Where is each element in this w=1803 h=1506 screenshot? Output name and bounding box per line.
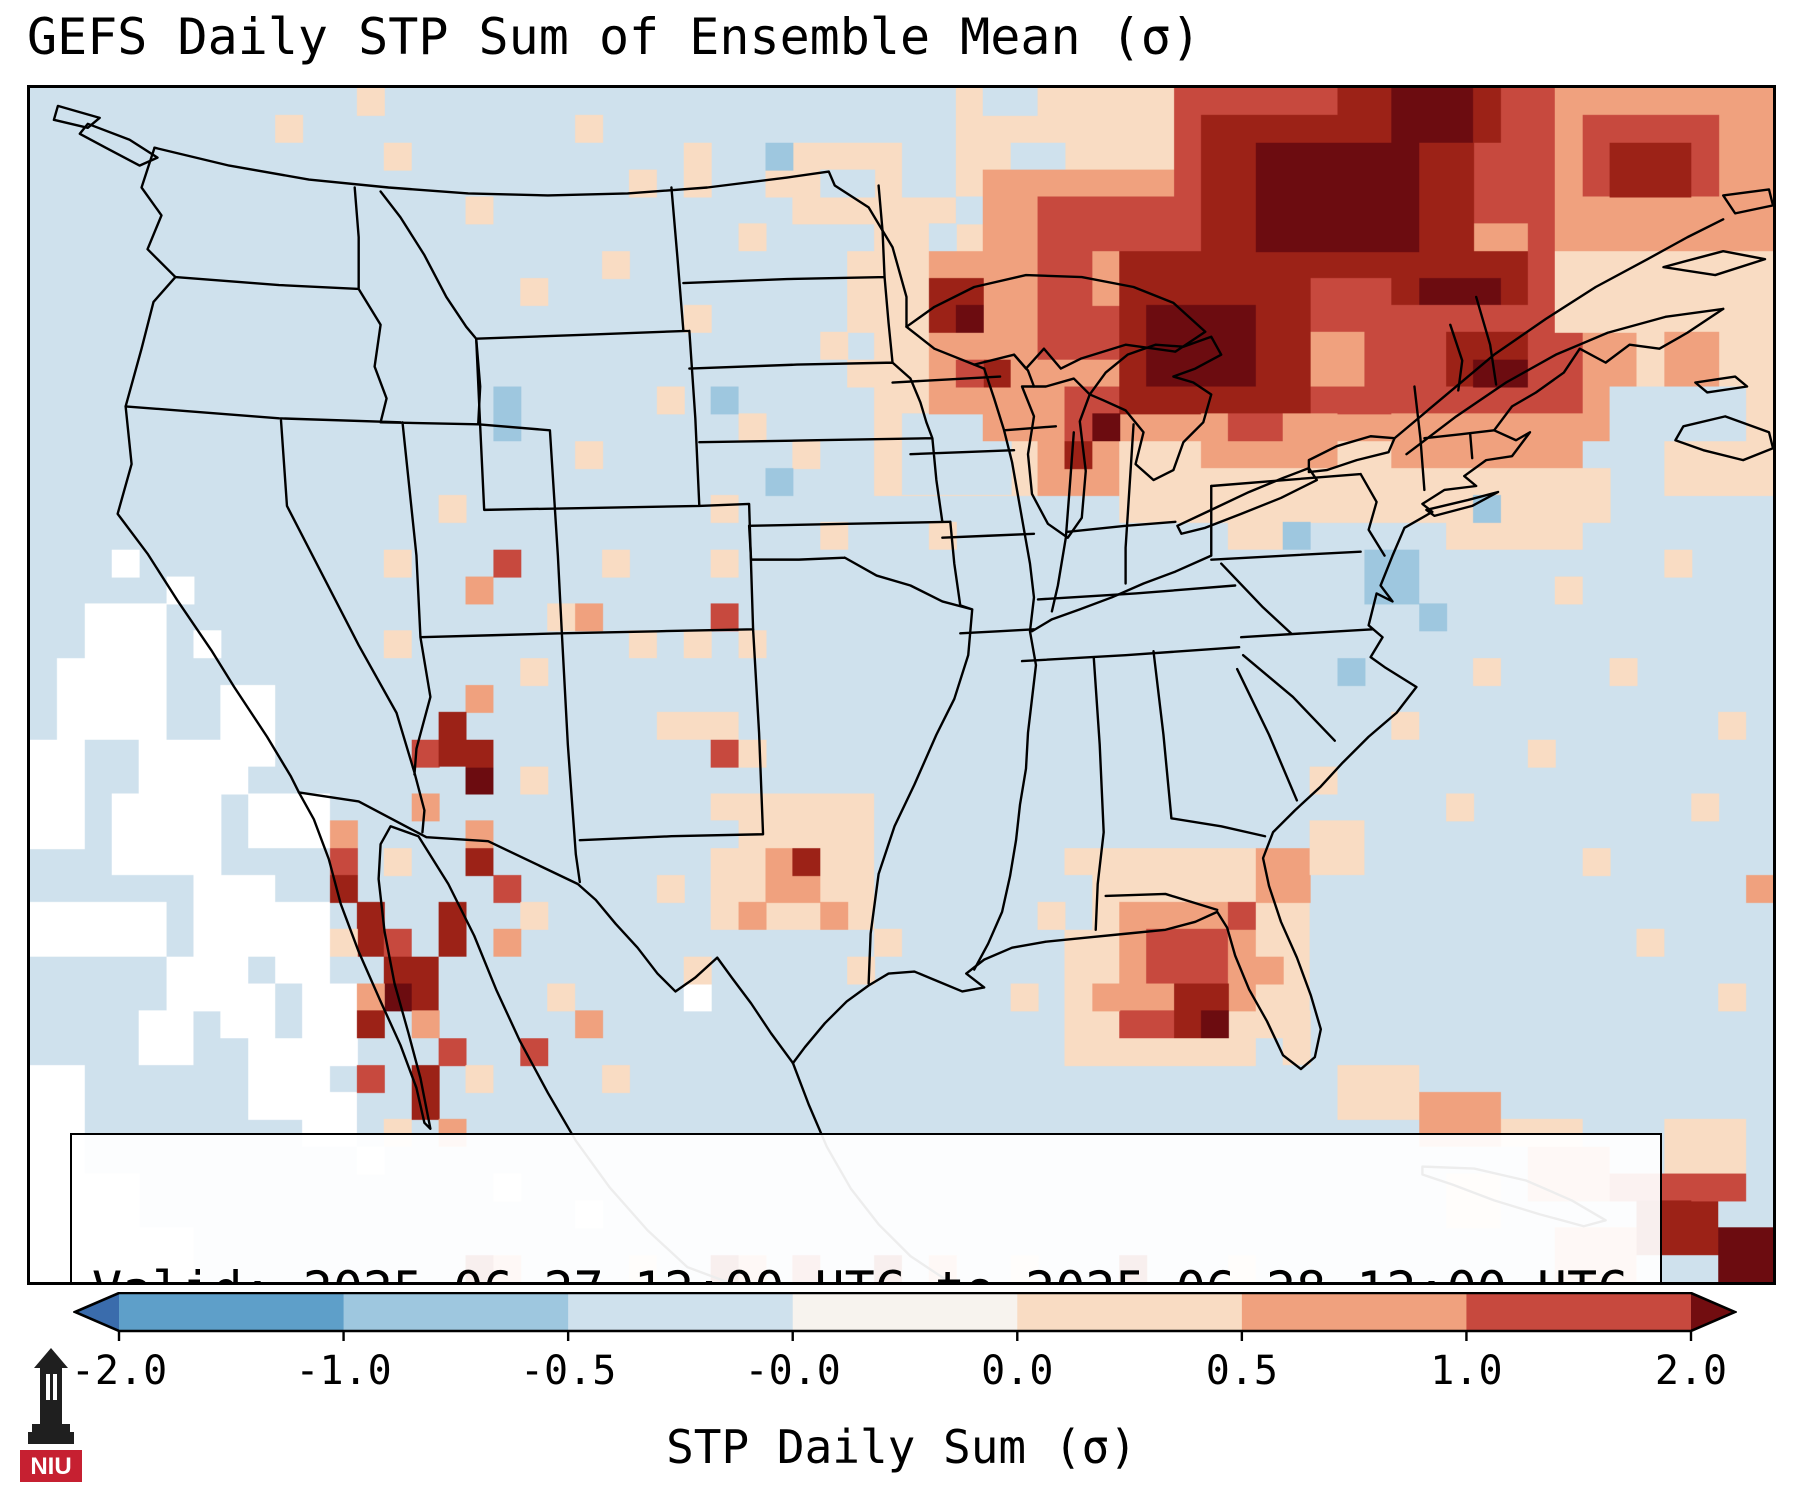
niu-logo-text: NIU	[30, 1453, 71, 1480]
colorbar-tick-label: -0.5	[520, 1348, 616, 1394]
colorbar-svg: -2.0 -1.0 -0.5 -0.0 0.0 0.5 1.0 2.0	[71, 1291, 1739, 1394]
colorbar: -2.0 -1.0 -0.5 -0.0 0.0 0.5 1.0 2.0	[71, 1291, 1739, 1410]
map-axes: Valid: 2025-06-27 12:00 UTC to 2025-06-2…	[27, 85, 1776, 1285]
stp-heatmap-canvas	[30, 88, 1773, 1282]
colorbar-tick-label: -0.0	[745, 1348, 841, 1394]
validity-info-box: Valid: 2025-06-27 12:00 UTC to 2025-06-2…	[70, 1133, 1662, 1282]
colorbar-segment	[119, 1293, 345, 1331]
niu-logo: NIU	[20, 1346, 82, 1488]
colorbar-extend-right	[1691, 1293, 1735, 1331]
colorbar-segment	[343, 1293, 569, 1331]
niu-emblem-icon	[28, 1348, 74, 1444]
colorbar-tick-label: -2.0	[73, 1348, 167, 1394]
colorbar-tick-label: 0.5	[1206, 1348, 1278, 1394]
colorbar-tick-label: 0.0	[981, 1348, 1053, 1394]
figure-title: GEFS Daily STP Sum of Ensemble Mean (σ)	[27, 8, 1201, 66]
colorbar-segment	[1017, 1293, 1243, 1331]
colorbar-tick-label: 1.0	[1430, 1348, 1502, 1394]
colorbar-tick-label: 2.0	[1655, 1348, 1727, 1394]
colorbar-segment	[792, 1293, 1018, 1331]
colorbar-tick-label: -1.0	[295, 1348, 391, 1394]
colorbar-extend-left	[75, 1293, 119, 1331]
colorbar-segment	[568, 1293, 794, 1331]
colorbar-segment	[1241, 1293, 1468, 1331]
colorbar-label: STP Daily Sum (σ)	[666, 1420, 1137, 1474]
valid-line: Valid: 2025-06-27 12:00 UTC to 2025-06-2…	[92, 1261, 1640, 1282]
colorbar-segment	[1466, 1293, 1692, 1331]
